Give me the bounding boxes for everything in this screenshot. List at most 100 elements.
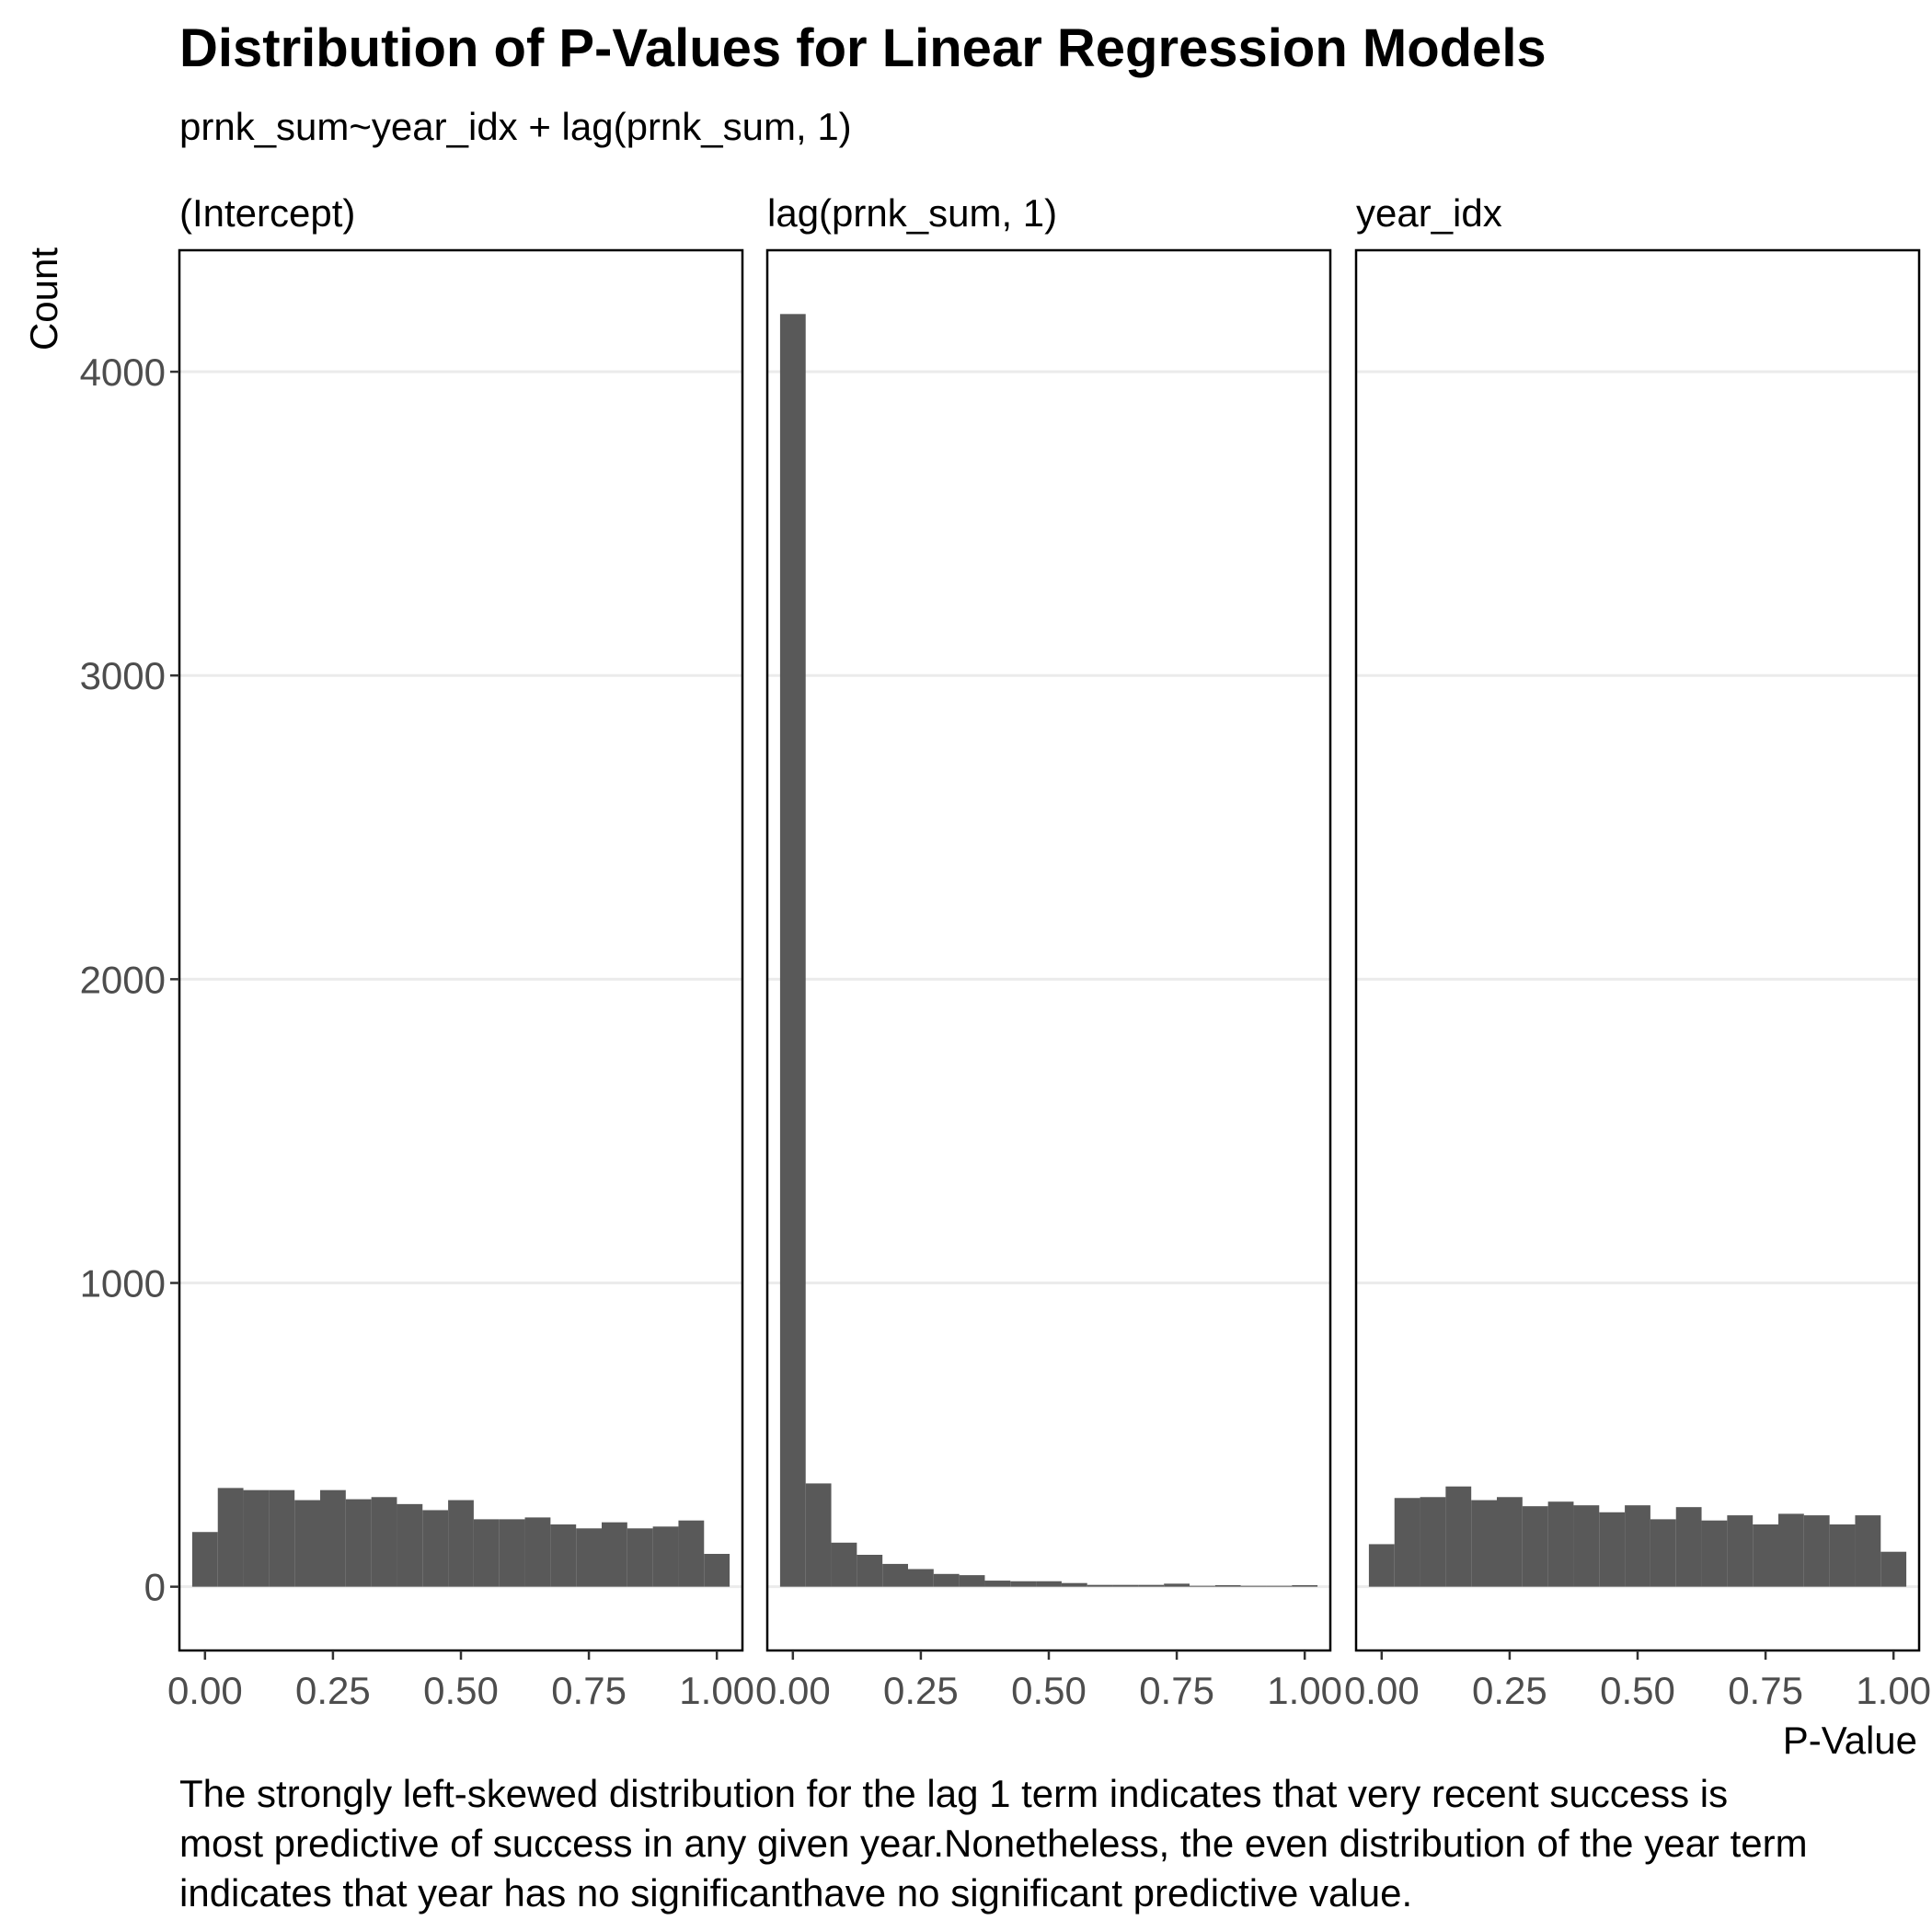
facet-panel: (Intercept) 0.00 0.25 0.50 0.75 1.00 xyxy=(167,191,754,1712)
histogram-bar xyxy=(1727,1515,1754,1587)
histogram-bar xyxy=(1625,1505,1650,1587)
x-axis-title: P-Value xyxy=(1783,1719,1917,1762)
histogram-bar xyxy=(320,1489,346,1587)
histogram-bar xyxy=(524,1517,551,1587)
y-tick-label: 0 xyxy=(144,1566,166,1609)
caption-line: The strongly left-skewed distribution fo… xyxy=(179,1772,1728,1815)
chart-title: Distribution of P-Values for Linear Regr… xyxy=(179,18,1547,78)
histogram-bar xyxy=(1214,1585,1241,1587)
histogram-bar xyxy=(1599,1512,1626,1587)
histogram-bar xyxy=(1522,1506,1548,1587)
histogram-bar xyxy=(1138,1584,1165,1587)
facets: (Intercept)0.00 0.25 0.50 0.75 1.00lag(prnk_… xyxy=(167,191,1931,1712)
x-tick-label: 0.25 xyxy=(1472,1669,1547,1712)
histogram-bar xyxy=(422,1510,449,1587)
histogram-bar xyxy=(704,1554,730,1587)
histogram-bar xyxy=(1087,1584,1113,1587)
x-tick-label: 0.00 xyxy=(755,1669,831,1712)
histogram-bar xyxy=(1266,1585,1293,1587)
y-axis: 0 1000 2000 3000 4000 xyxy=(80,351,179,1609)
histogram-bar xyxy=(908,1569,934,1587)
histogram-bar xyxy=(1701,1520,1728,1587)
x-tick-label: 1.00 xyxy=(679,1669,754,1712)
x-tick-label: 0.75 xyxy=(1728,1669,1803,1712)
y-tick-label: 4000 xyxy=(80,351,166,394)
histogram-bar xyxy=(217,1488,244,1587)
histogram-bar xyxy=(397,1503,423,1587)
histogram-bar xyxy=(1240,1585,1267,1587)
histogram-bar xyxy=(243,1489,270,1587)
y-axis-title: Count xyxy=(22,247,65,351)
histogram-bar xyxy=(1650,1519,1676,1587)
facet-panel: lag(prnk_sum, 1) 0.00 0.25 0.50 0.75 1.00 xyxy=(755,191,1342,1712)
histogram-bar xyxy=(602,1522,627,1587)
histogram-bar xyxy=(294,1500,320,1587)
y-tick-label: 1000 xyxy=(80,1262,166,1305)
histogram-bar xyxy=(882,1563,908,1587)
histogram-bar xyxy=(1010,1581,1037,1587)
histogram-bar xyxy=(1803,1515,1830,1587)
x-tick-label: 0.25 xyxy=(295,1669,371,1712)
histogram-bar xyxy=(1368,1544,1395,1587)
histogram-bar xyxy=(1675,1507,1702,1587)
x-tick-label: 0.25 xyxy=(883,1669,959,1712)
x-tick-label: 0.50 xyxy=(1011,1669,1087,1712)
facet-strip-label: (Intercept) xyxy=(179,191,355,235)
y-tick-label: 3000 xyxy=(80,654,166,697)
histogram-bar xyxy=(448,1500,474,1587)
histogram-bar xyxy=(1292,1585,1318,1587)
x-tick-label: 0.50 xyxy=(1600,1669,1675,1712)
histogram-bar xyxy=(576,1528,602,1587)
x-tick-label: 0.50 xyxy=(423,1669,499,1712)
caption: The strongly left-skewed distribution fo… xyxy=(179,1772,1808,1915)
caption-line: indicates that year has no significantha… xyxy=(179,1871,1412,1915)
histogram-bar xyxy=(1112,1584,1139,1587)
histogram-bar xyxy=(933,1573,960,1587)
histogram-bar xyxy=(984,1581,1011,1587)
histogram-bar xyxy=(1036,1581,1062,1587)
histogram-bar xyxy=(652,1526,679,1587)
histogram-bar xyxy=(678,1520,705,1587)
histogram-bar xyxy=(1061,1582,1087,1587)
histogram-bar xyxy=(1547,1501,1574,1587)
histogram-bar xyxy=(1420,1497,1446,1587)
histogram-bar xyxy=(345,1499,372,1587)
histogram-bar xyxy=(1445,1486,1472,1587)
histogram-bar xyxy=(1753,1524,1778,1587)
histogram-bar xyxy=(1855,1515,1881,1587)
facet-strip-label: lag(prnk_sum, 1) xyxy=(767,191,1057,235)
x-tick-label: 0.00 xyxy=(1344,1669,1420,1712)
histogram-bar xyxy=(1190,1585,1215,1587)
histogram-bar xyxy=(857,1555,883,1587)
x-tick-label: 1.00 xyxy=(1267,1669,1342,1712)
histogram-bar xyxy=(1394,1498,1420,1587)
histogram-bar xyxy=(550,1524,577,1587)
x-tick-label: 0.75 xyxy=(1139,1669,1214,1712)
histogram-bar xyxy=(269,1489,295,1587)
histogram-bar xyxy=(959,1575,985,1587)
histogram-bar xyxy=(191,1532,218,1587)
histogram-bar xyxy=(1829,1524,1856,1587)
histogram-bar xyxy=(627,1528,653,1587)
panel-border xyxy=(1354,248,1921,1652)
x-tick-label: 0.00 xyxy=(167,1669,243,1712)
histogram-bar xyxy=(473,1519,500,1587)
y-tick-label: 2000 xyxy=(80,958,166,1001)
histogram-bar xyxy=(805,1483,832,1587)
chart-subtitle: prnk_sum~year_idx + lag(prnk_sum, 1) xyxy=(179,105,852,148)
histogram-bar xyxy=(371,1497,397,1587)
histogram-bar xyxy=(1497,1497,1523,1587)
caption-line: most predictive of success in any given … xyxy=(179,1822,1808,1865)
facet-strip-label: year_idx xyxy=(1356,191,1502,235)
histogram-bar xyxy=(1164,1583,1190,1587)
panel-border xyxy=(765,248,1332,1652)
histogram-bar xyxy=(1778,1513,1804,1587)
histogram-bar xyxy=(1471,1500,1497,1587)
panel-border xyxy=(178,248,744,1652)
histogram-bar xyxy=(779,314,806,1587)
histogram-bar xyxy=(1573,1505,1600,1587)
histogram-bar xyxy=(499,1519,525,1587)
x-tick-label: 0.75 xyxy=(551,1669,627,1712)
histogram-bar xyxy=(831,1542,857,1587)
